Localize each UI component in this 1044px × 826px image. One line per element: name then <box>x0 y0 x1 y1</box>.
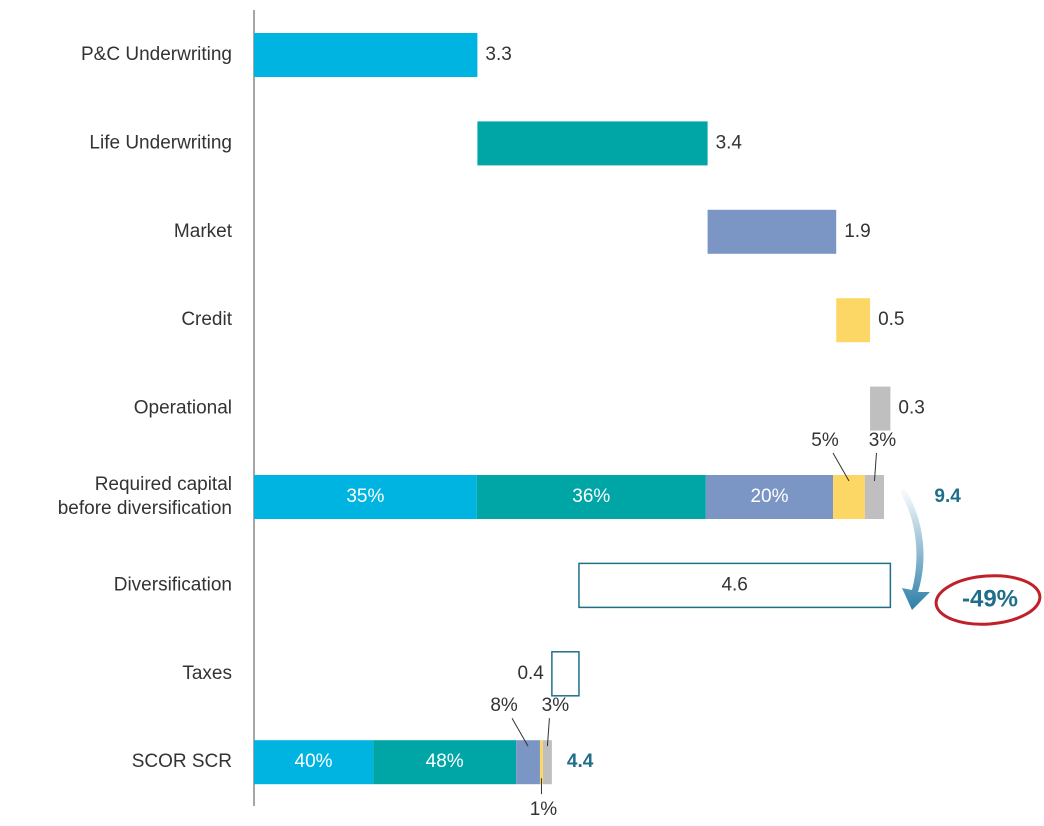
leader-line <box>511 717 529 747</box>
category-label: Life Underwriting <box>89 132 232 153</box>
segment-label: 3% <box>869 430 897 451</box>
leader-line <box>832 452 850 482</box>
highlight-circle <box>934 574 1042 626</box>
bar-segment <box>254 740 374 785</box>
bar-segment <box>476 475 706 519</box>
bar-segment <box>864 475 885 519</box>
bar-segment <box>254 475 477 519</box>
segment-label: 20% <box>750 486 788 507</box>
bar <box>551 651 580 697</box>
total-label: 9.4 <box>934 486 961 507</box>
total-label: 4.4 <box>567 751 594 772</box>
bar-segment <box>833 475 865 519</box>
value-label: 3.4 <box>716 132 743 153</box>
value-label: 3.3 <box>485 44 511 65</box>
segment-label: 1% <box>530 799 558 820</box>
category-label: Operational <box>134 398 232 419</box>
category-label: Taxes <box>182 663 232 684</box>
bar <box>477 121 708 166</box>
segment-label: 35% <box>346 486 384 507</box>
bar-segment <box>705 475 834 519</box>
leader-line <box>873 452 877 482</box>
bar <box>578 562 892 609</box>
segment-label: 48% <box>426 751 464 772</box>
bar <box>254 33 478 77</box>
bar <box>707 209 837 254</box>
category-label: P&C Underwriting <box>81 44 232 65</box>
bar-segment <box>516 740 540 785</box>
segment-label: 5% <box>811 430 839 451</box>
value-label: 4.6 <box>721 574 747 595</box>
value-label: 0.5 <box>878 309 904 330</box>
bar <box>836 298 871 343</box>
category-label: SCOR SCR <box>132 751 232 772</box>
category-label: Market <box>174 221 233 242</box>
category-label: Credit <box>181 309 232 330</box>
arrow <box>900 487 930 610</box>
segment-label: 8% <box>490 695 518 716</box>
value-label: 0.3 <box>898 398 924 419</box>
bar <box>870 386 891 431</box>
category-label: Diversification <box>114 574 232 595</box>
value-label: 0.4 <box>517 663 544 684</box>
segment-label: 36% <box>572 486 610 507</box>
bar-segment <box>542 740 552 785</box>
annotation: -49% <box>962 585 1018 612</box>
segment-label: 40% <box>295 751 333 772</box>
bar-segment <box>373 740 517 785</box>
segment-label: 3% <box>542 695 570 716</box>
leader-line <box>546 718 550 747</box>
category-label: Required capital before diversification <box>58 474 232 519</box>
bar-segment <box>539 740 543 785</box>
value-label: 1.9 <box>844 221 870 242</box>
